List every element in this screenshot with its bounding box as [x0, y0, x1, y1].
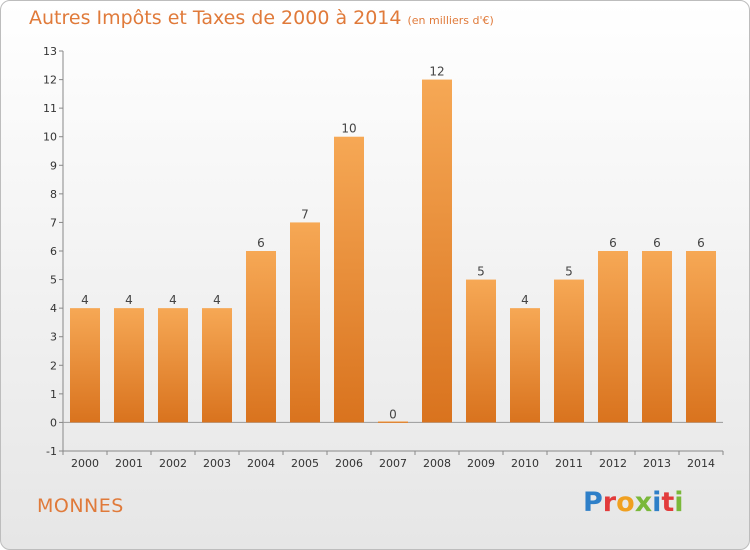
x-tick-label: 2004: [247, 457, 275, 470]
y-tick-label: 6: [50, 245, 57, 258]
bar-value-label: 5: [565, 265, 573, 279]
bar-value-label: 6: [257, 236, 265, 250]
y-tick-label: 13: [43, 45, 57, 58]
bar-2000: [70, 308, 100, 423]
y-tick-label: 9: [50, 159, 57, 172]
bar-value-label: 12: [429, 65, 444, 79]
x-tick-label: 2006: [335, 457, 363, 470]
x-tick-label: 2008: [423, 457, 451, 470]
bar-2007: [378, 421, 408, 423]
bar-value-label: 4: [213, 293, 221, 307]
logo-letter: x: [634, 487, 653, 518]
x-tick-label: 2010: [511, 457, 539, 470]
bar-value-label: 4: [125, 293, 133, 307]
x-tick-label: 2001: [115, 457, 143, 470]
bar-2003: [202, 308, 232, 423]
x-tick-label: 2014: [687, 457, 715, 470]
bar-value-label: 6: [697, 236, 705, 250]
y-tick-label: 8: [50, 188, 57, 201]
bar-value-label: 4: [81, 293, 89, 307]
x-tick-label: 2003: [203, 457, 231, 470]
y-tick-label: -1: [46, 445, 57, 458]
bar-2009: [466, 279, 496, 423]
bar-value-label: 6: [609, 236, 617, 250]
logo-letter: i: [674, 487, 684, 518]
bar-2001: [114, 308, 144, 423]
x-tick-label: 2000: [71, 457, 99, 470]
logo-letter: t: [661, 487, 675, 518]
x-tick-label: 2013: [643, 457, 671, 470]
bar-value-label: 10: [341, 122, 356, 136]
bar-value-label: 5: [477, 265, 485, 279]
bar-2013: [642, 251, 672, 423]
bar-2011: [554, 279, 584, 423]
y-tick-label: 4: [50, 302, 57, 315]
logo-letter: o: [616, 487, 635, 518]
logo-letter: r: [602, 487, 617, 518]
y-tick-label: 11: [43, 102, 57, 115]
bar-2010: [510, 308, 540, 423]
logo-letter: P: [583, 487, 603, 518]
y-tick-label: 10: [43, 131, 57, 144]
logo-letter: i: [652, 487, 662, 518]
bar-2012: [598, 251, 628, 423]
chart-bars: [70, 79, 716, 423]
chart-labels: -101234567891011121320004200142002420034…: [43, 45, 715, 470]
y-tick-label: 7: [50, 216, 57, 229]
y-tick-label: 1: [50, 388, 57, 401]
bar-2005: [290, 222, 320, 423]
bar-2008: [422, 79, 452, 423]
x-tick-label: 2011: [555, 457, 583, 470]
x-tick-label: 2007: [379, 457, 407, 470]
y-tick-label: 0: [50, 416, 57, 429]
x-tick-label: 2005: [291, 457, 319, 470]
commune-name: MONNES: [37, 495, 124, 517]
x-tick-label: 2012: [599, 457, 627, 470]
x-tick-label: 2002: [159, 457, 187, 470]
bar-2014: [686, 251, 716, 423]
title-text: Autres Impôts et Taxes de 2000 à 2014: [29, 7, 402, 29]
bar-2006: [334, 136, 364, 423]
y-tick-label: 5: [50, 274, 57, 287]
y-tick-label: 12: [43, 74, 57, 87]
bar-value-label: 4: [521, 293, 529, 307]
x-tick-label: 2009: [467, 457, 495, 470]
bar-value-label: 4: [169, 293, 177, 307]
bar-2004: [246, 251, 276, 423]
bar-2002: [158, 308, 188, 423]
proxiti-logo: Proxiti: [583, 487, 684, 518]
chart-subtitle: (en milliers d'€): [407, 14, 494, 27]
chart-title: Autres Impôts et Taxes de 2000 à 2014 (en…: [29, 7, 494, 29]
bar-value-label: 0: [389, 407, 397, 421]
y-tick-label: 2: [50, 359, 57, 372]
bar-value-label: 7: [301, 207, 309, 221]
y-tick-label: 3: [50, 331, 57, 344]
bar-value-label: 6: [653, 236, 661, 250]
